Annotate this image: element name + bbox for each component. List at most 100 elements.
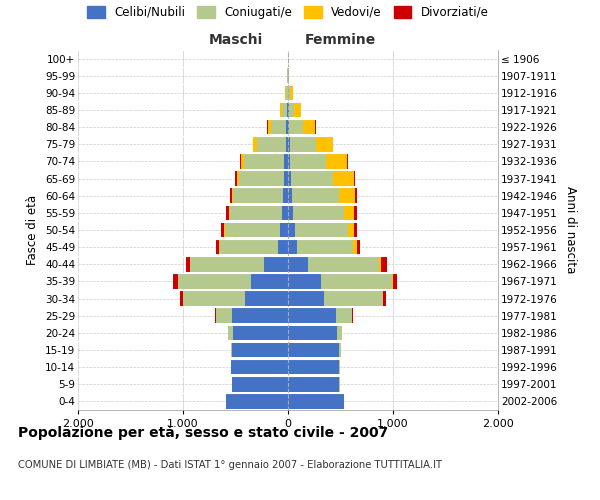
Bar — [284, 154, 288, 168]
Bar — [190, 257, 264, 272]
Bar — [183, 292, 245, 306]
Bar — [232, 308, 288, 323]
Bar — [295, 222, 348, 238]
Bar — [333, 172, 354, 186]
Bar — [225, 222, 280, 238]
Bar — [392, 274, 393, 288]
Bar — [291, 172, 333, 186]
Bar — [282, 102, 287, 118]
Bar — [290, 154, 326, 168]
Bar — [286, 86, 288, 100]
Bar — [294, 102, 301, 118]
Bar — [290, 137, 316, 152]
Bar — [288, 206, 293, 220]
Bar — [288, 274, 320, 288]
Bar — [268, 120, 271, 134]
Bar — [344, 206, 354, 220]
Bar — [286, 120, 288, 134]
Bar — [288, 188, 292, 203]
Bar — [232, 360, 288, 374]
Bar — [283, 188, 288, 203]
Bar — [308, 257, 379, 272]
Bar — [284, 172, 288, 186]
Bar — [239, 172, 284, 186]
Bar — [337, 326, 341, 340]
Bar — [179, 292, 183, 306]
Bar — [264, 257, 288, 272]
Bar — [288, 394, 344, 408]
Bar — [286, 137, 288, 152]
Bar — [232, 188, 233, 203]
Bar — [230, 206, 282, 220]
Bar — [293, 206, 344, 220]
Bar — [236, 172, 239, 186]
Bar — [233, 188, 283, 203]
Bar — [288, 308, 337, 323]
Bar — [324, 292, 383, 306]
Bar — [232, 342, 288, 357]
Bar — [354, 172, 355, 186]
Bar — [232, 377, 288, 392]
Bar — [289, 102, 294, 118]
Bar — [277, 240, 288, 254]
Bar — [288, 222, 295, 238]
Bar — [288, 154, 290, 168]
Bar — [353, 240, 357, 254]
Bar — [348, 222, 354, 238]
Bar — [337, 308, 352, 323]
Bar — [233, 326, 288, 340]
Bar — [185, 257, 190, 272]
Bar — [316, 137, 332, 152]
Bar — [280, 102, 282, 118]
Text: Maschi: Maschi — [208, 32, 263, 46]
Bar — [224, 222, 225, 238]
Bar — [230, 188, 232, 203]
Bar — [354, 206, 357, 220]
Bar — [288, 326, 337, 340]
Bar — [355, 188, 358, 203]
Bar — [288, 120, 289, 134]
Bar — [354, 222, 357, 238]
Y-axis label: Fasce di età: Fasce di età — [26, 195, 40, 265]
Bar — [257, 137, 286, 152]
Bar — [226, 206, 229, 220]
Legend: Celibi/Nubili, Coniugati/e, Vedovi/e, Divorziati/e: Celibi/Nubili, Coniugati/e, Vedovi/e, Di… — [87, 6, 489, 18]
Bar — [393, 274, 397, 288]
Bar — [340, 342, 341, 357]
Bar — [241, 154, 244, 168]
Bar — [292, 188, 340, 203]
Bar — [245, 292, 288, 306]
Bar — [228, 326, 233, 340]
Bar — [235, 172, 236, 186]
Bar — [288, 292, 324, 306]
Bar — [220, 240, 277, 254]
Bar — [229, 206, 230, 220]
Bar — [298, 240, 353, 254]
Bar — [244, 154, 284, 168]
Bar — [280, 222, 288, 238]
Bar — [288, 257, 308, 272]
Bar — [253, 137, 257, 152]
Bar — [288, 240, 298, 254]
Bar — [379, 257, 382, 272]
Bar — [288, 172, 291, 186]
Bar — [352, 308, 353, 323]
Bar — [289, 120, 303, 134]
Bar — [271, 120, 286, 134]
Bar — [303, 120, 316, 134]
Bar — [382, 257, 387, 272]
Bar — [290, 86, 293, 100]
Bar — [215, 240, 219, 254]
Bar — [288, 377, 340, 392]
Bar — [326, 154, 347, 168]
Bar — [288, 360, 340, 374]
Bar — [288, 137, 290, 152]
Text: Femmine: Femmine — [305, 32, 376, 46]
Bar — [383, 292, 386, 306]
Bar — [178, 274, 251, 288]
Bar — [320, 274, 392, 288]
Bar — [282, 206, 288, 220]
Bar — [226, 394, 288, 408]
Text: COMUNE DI LIMBIATE (MB) - Dati ISTAT 1° gennaio 2007 - Elaborazione TUTTITALIA.I: COMUNE DI LIMBIATE (MB) - Dati ISTAT 1° … — [18, 460, 442, 470]
Y-axis label: Anni di nascita: Anni di nascita — [564, 186, 577, 274]
